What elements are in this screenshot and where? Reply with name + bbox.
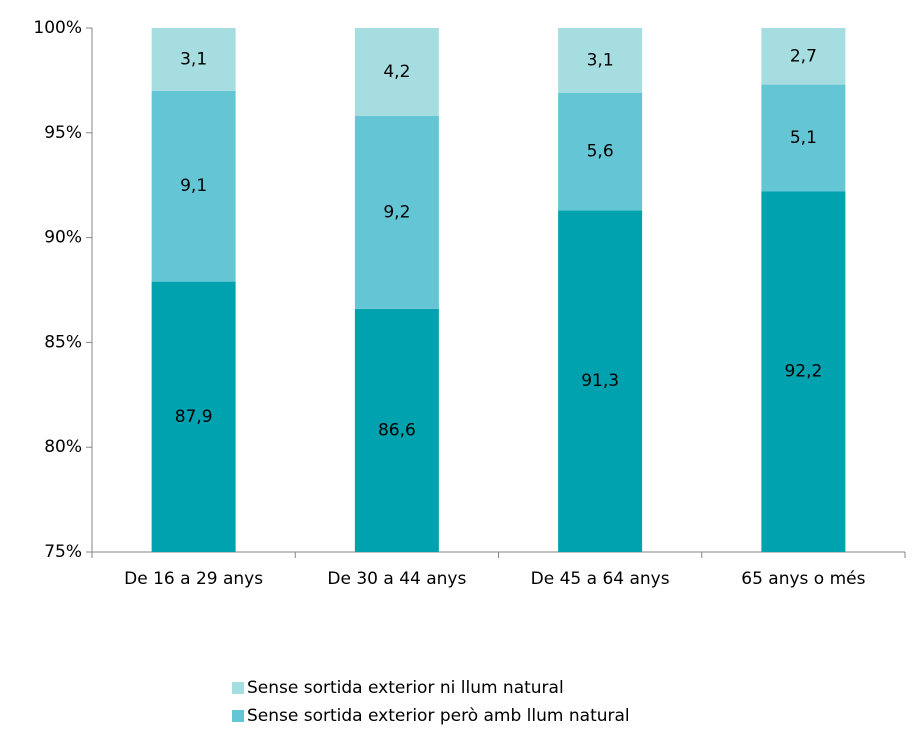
bar-segment	[558, 210, 643, 553]
bar-segment	[354, 308, 439, 552]
value-label: 5,1	[790, 128, 817, 148]
bar-segment	[151, 90, 236, 282]
value-label: 9,1	[180, 176, 207, 196]
legend-swatch	[232, 710, 244, 722]
y-tick-label: 80%	[44, 437, 82, 457]
x-tick-label: De 30 a 44 anys	[327, 569, 466, 589]
y-tick-label: 100%	[33, 18, 82, 38]
value-label: 91,3	[581, 371, 619, 391]
x-tick-label: De 45 a 64 anys	[531, 569, 670, 589]
y-tick-label: 75%	[44, 542, 82, 562]
bar-segment	[558, 92, 643, 211]
bar-segment	[151, 281, 236, 552]
legend-swatch	[232, 682, 244, 694]
bar-segment	[558, 28, 643, 93]
value-label: 87,9	[175, 407, 213, 427]
bar-segment	[761, 191, 846, 552]
value-label: 3,1	[180, 49, 207, 69]
y-tick-label: 85%	[44, 332, 82, 352]
bar-segment	[761, 84, 846, 192]
value-label: 92,2	[784, 362, 822, 382]
bar-segment	[354, 28, 439, 117]
bar-segment	[151, 28, 236, 91]
value-label: 86,6	[378, 420, 416, 440]
y-tick-label: 90%	[44, 228, 82, 248]
bar-segment	[761, 28, 846, 85]
y-tick-label: 95%	[44, 123, 82, 143]
value-label: 9,2	[383, 202, 410, 222]
bar-segment	[354, 116, 439, 309]
x-tick-label: De 16 a 29 anys	[124, 569, 263, 589]
value-label: 5,6	[587, 142, 614, 162]
x-tick-label: 65 anys o més	[741, 569, 865, 589]
value-label: 4,2	[383, 62, 410, 82]
legend-label: Sense sortida exterior ni llum natural	[247, 678, 564, 698]
value-label: 2,7	[790, 46, 817, 66]
legend-label: Sense sortida exterior però amb llum nat…	[247, 706, 630, 726]
value-label: 3,1	[587, 50, 614, 70]
